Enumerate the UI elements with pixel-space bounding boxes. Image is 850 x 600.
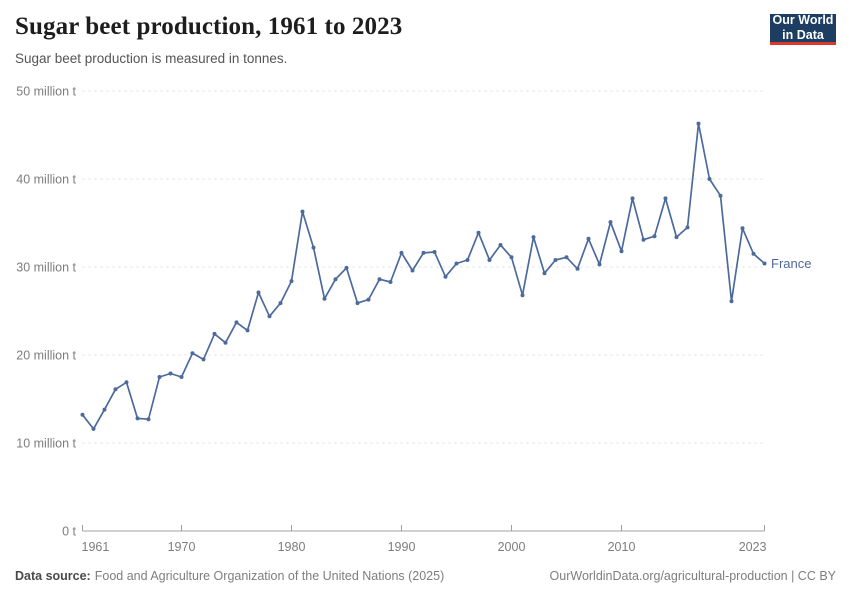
data-point-1985[interactable] (344, 265, 349, 270)
y-tick-label-10: 10 million t (16, 437, 76, 451)
data-point-1995[interactable] (454, 261, 459, 266)
data-point-1964[interactable] (113, 387, 118, 392)
data-point-2007[interactable] (586, 236, 591, 241)
y-tick-label-0: 0 t (62, 525, 76, 539)
x-tick-label-2023: 2023 (739, 540, 767, 554)
data-point-1969[interactable] (168, 371, 173, 376)
data-point-1989[interactable] (388, 280, 393, 284)
chart-footer: Data source: Food and Agriculture Organiz… (15, 569, 836, 583)
data-point-2008[interactable] (597, 262, 602, 267)
data-point-1996[interactable] (465, 258, 470, 262)
data-point-1984[interactable] (333, 277, 338, 282)
data-point-2009[interactable] (608, 220, 613, 225)
x-tick-label-1990: 1990 (388, 540, 416, 554)
data-point-2003[interactable] (542, 271, 547, 276)
data-point-1997[interactable] (476, 230, 481, 235)
data-point-2006[interactable] (575, 266, 580, 271)
data-point-1962[interactable] (91, 426, 96, 431)
data-source-text: Food and Agriculture Organization of the… (94, 569, 445, 583)
y-tick-label-30: 30 million t (16, 261, 76, 275)
data-point-1966[interactable] (135, 416, 140, 421)
owid-logo-line2: in Data (782, 28, 824, 42)
data-point-2022[interactable] (751, 251, 756, 256)
series-label-france[interactable]: France (771, 256, 811, 271)
data-point-1968[interactable] (157, 375, 162, 379)
chart-title: Sugar beet production, 1961 to 2023 (15, 13, 403, 40)
x-tick-label-1961: 1961 (82, 540, 110, 554)
data-point-2004[interactable] (553, 258, 558, 262)
data-point-1988[interactable] (377, 277, 382, 282)
data-point-2011[interactable] (630, 196, 635, 201)
data-point-2001[interactable] (520, 293, 525, 298)
series-line-france[interactable] (81, 122, 766, 430)
y-tick-label-20: 20 million t (16, 349, 76, 363)
data-point-2023[interactable] (762, 261, 767, 266)
data-point-1993[interactable] (432, 250, 437, 254)
data-point-2013[interactable] (652, 234, 657, 239)
x-tick-label-1980: 1980 (278, 540, 306, 554)
data-point-1975[interactable] (234, 320, 239, 325)
owid-logo[interactable]: Our World in Data (770, 13, 836, 45)
data-point-1967[interactable] (146, 417, 151, 422)
data-point-2019[interactable] (718, 193, 723, 198)
owid-logo-line1: Our World (772, 13, 834, 28)
data-point-2000[interactable] (509, 255, 514, 260)
data-point-1979[interactable] (278, 301, 283, 306)
data-point-1971[interactable] (190, 351, 195, 356)
data-point-1963[interactable] (102, 407, 107, 412)
data-point-1977[interactable] (256, 290, 261, 295)
data-point-1998[interactable] (487, 258, 492, 262)
data-point-2005[interactable] (564, 255, 569, 260)
data-point-1994[interactable] (443, 274, 448, 279)
data-point-2017[interactable] (696, 121, 701, 126)
data-source-label: Data source: (15, 569, 91, 583)
data-point-1965[interactable] (124, 380, 129, 385)
chart-subtitle: Sugar beet production is measured in ton… (15, 51, 288, 66)
data-point-2015[interactable] (674, 235, 679, 240)
data-point-1991[interactable] (410, 268, 415, 273)
data-point-1970[interactable] (179, 375, 184, 379)
data-point-1983[interactable] (322, 296, 327, 301)
data-point-2014[interactable] (663, 196, 668, 201)
data-point-2020[interactable] (729, 299, 734, 304)
y-tick-label-40: 40 million t (16, 173, 76, 187)
data-point-1973[interactable] (212, 331, 217, 336)
data-point-1978[interactable] (267, 314, 272, 319)
data-point-2002[interactable] (531, 235, 536, 240)
data-point-2021[interactable] (740, 226, 745, 231)
data-point-1986[interactable] (355, 301, 360, 306)
x-tick-label-2010: 2010 (608, 540, 636, 554)
data-point-2018[interactable] (707, 177, 712, 181)
line-chart-canvas: 0 t 10 million t 20 million t 30 million t 4… (16, 85, 811, 555)
data-point-1976[interactable] (245, 328, 250, 333)
data-point-1982[interactable] (311, 245, 316, 250)
credit-link[interactable]: OurWorldinData.org/agricultural-producti… (549, 569, 836, 583)
data-point-1999[interactable] (498, 243, 503, 247)
y-tick-label-50: 50 million t (16, 85, 76, 99)
data-point-1992[interactable] (421, 250, 426, 255)
data-point-2016[interactable] (685, 225, 690, 230)
data-point-1981[interactable] (300, 209, 305, 214)
data-point-2012[interactable] (641, 237, 646, 242)
data-point-1990[interactable] (399, 250, 404, 255)
data-point-1974[interactable] (223, 340, 228, 345)
x-tick-label-2000: 2000 (498, 540, 526, 554)
data-point-1980[interactable] (289, 279, 294, 284)
data-point-1987[interactable] (366, 297, 371, 302)
data-point-1961[interactable] (80, 412, 85, 417)
data-point-1972[interactable] (201, 357, 206, 362)
data-source: Data source: Food and Agriculture Organiz… (15, 569, 444, 583)
data-point-2010[interactable] (619, 249, 624, 254)
x-tick-label-1970: 1970 (168, 540, 196, 554)
